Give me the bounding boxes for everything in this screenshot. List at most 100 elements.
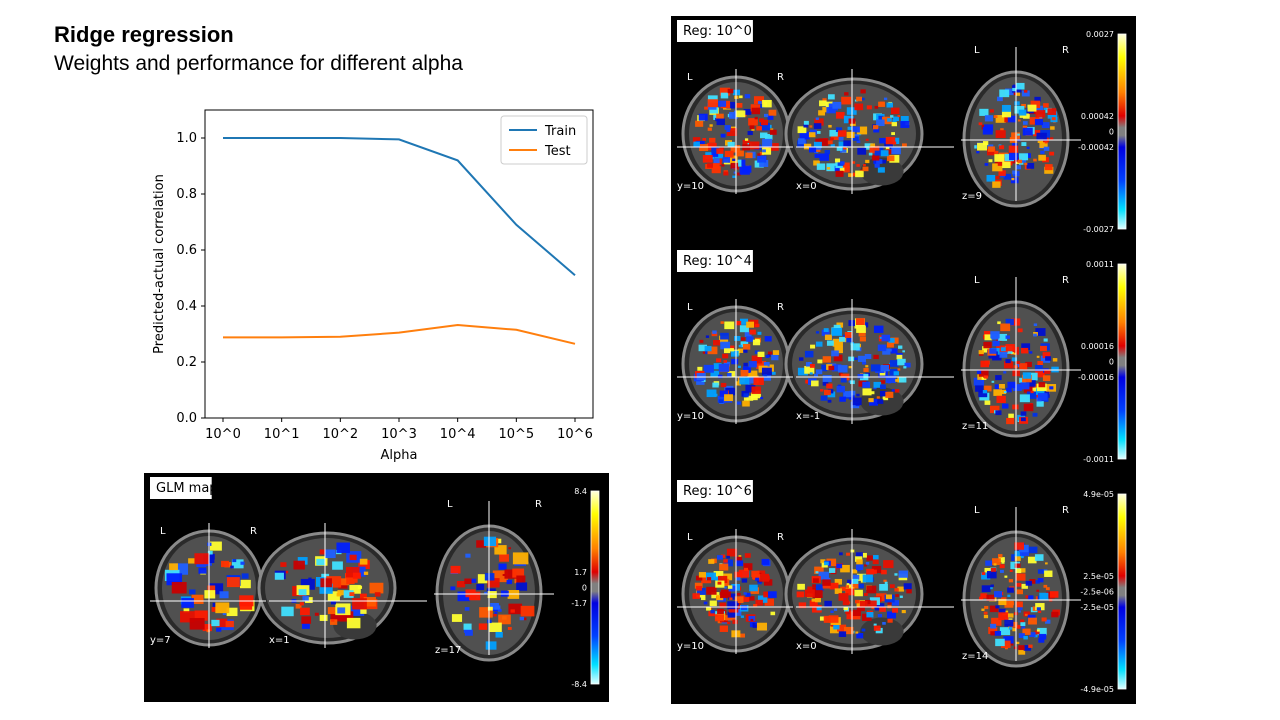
activation-blob (901, 143, 907, 148)
activation-blob (892, 608, 899, 613)
activation-blob (764, 133, 773, 140)
activation-blob (836, 146, 843, 151)
activation-blob (1039, 592, 1049, 600)
activation-blob (985, 560, 993, 566)
activation-blob (1036, 355, 1040, 358)
activation-blob (832, 101, 842, 109)
activation-blob (1006, 417, 1015, 425)
activation-blob (207, 550, 213, 555)
activation-blob (835, 158, 841, 163)
activation-blob (813, 373, 819, 377)
activation-blob (819, 153, 830, 161)
activation-blob (856, 559, 863, 565)
activation-blob (804, 350, 814, 358)
activation-blob (736, 577, 741, 581)
activation-blob (798, 357, 804, 361)
activation-blob (1050, 137, 1054, 140)
activation-blob (897, 115, 901, 118)
activation-blob (1018, 109, 1027, 116)
activation-blob (998, 612, 1009, 621)
activation-blob (756, 361, 767, 369)
activation-blob (1029, 117, 1040, 125)
activation-blob (743, 567, 749, 571)
activation-blob (319, 583, 333, 594)
colorbar-label: 0.0027 (1086, 30, 1114, 39)
activation-blob (1052, 358, 1058, 362)
activation-blob (718, 363, 730, 372)
activation-blob (1020, 382, 1030, 390)
activation-blob (846, 583, 850, 586)
activation-blob (215, 602, 230, 614)
y-tick-label: 1.0 (176, 131, 197, 146)
activation-blob (742, 366, 752, 373)
activation-blob (858, 330, 866, 337)
activation-blob (852, 126, 860, 133)
activation-blob (1036, 607, 1041, 611)
activation-blob (724, 586, 727, 589)
activation-blob (1045, 356, 1051, 361)
colorbar-label: -8.4 (571, 680, 587, 689)
brain-view-set: Reg: 10^6 L R L Ry=10 x=0 z=14 (677, 480, 1081, 668)
activation-blob (451, 614, 463, 622)
activation-blob (1015, 92, 1021, 96)
activation-blob (733, 171, 737, 174)
activation-blob (343, 590, 354, 598)
activation-blob (718, 575, 728, 584)
activation-blob (1022, 127, 1033, 136)
activation-blob (295, 604, 302, 609)
activation-blob (1001, 104, 1011, 112)
activation-blob (762, 99, 772, 108)
activation-blob (798, 138, 806, 145)
activation-blob (708, 611, 715, 617)
map-title: Reg: 10^6 (683, 484, 752, 499)
activation-blob (742, 139, 750, 146)
colorbar-label: 4.9e-05 (1083, 490, 1114, 499)
activation-blob (812, 590, 823, 598)
activation-blob (1032, 412, 1038, 417)
activation-blob (1010, 621, 1018, 628)
activation-blob (484, 573, 495, 581)
activation-blob (855, 318, 865, 325)
activation-blob (988, 626, 998, 634)
activation-blob (1019, 394, 1030, 403)
activation-blob (739, 95, 743, 99)
activation-blob (349, 592, 355, 597)
activation-blob (879, 138, 887, 144)
x-tick-label: 10^2 (322, 427, 358, 442)
activation-blob (856, 140, 861, 144)
activation-blob (314, 612, 319, 616)
brain-view-set: Reg: 10^4 L R L Ry=10 x=-1 z=11 (677, 250, 1081, 438)
activation-blob (714, 614, 725, 622)
activation-blob (1035, 603, 1045, 611)
activation-blob (327, 591, 340, 601)
activation-blob (720, 332, 729, 340)
activation-blob (308, 577, 312, 581)
activation-blob (999, 627, 1011, 636)
activation-blob (1011, 357, 1018, 362)
activation-blob (1034, 630, 1040, 635)
activation-blob (495, 631, 503, 638)
activation-blob (830, 144, 835, 148)
activation-blob (827, 391, 836, 398)
activation-blob (171, 582, 187, 594)
ridge-maps-svg: Reg: 10^0 L R L Ry=10 x=0 z=9 0.0027 0.00042 0 -0.… (677, 20, 1127, 694)
colorbar-label: 8.4 (574, 487, 587, 496)
activation-blob (1015, 568, 1022, 574)
activation-blob (516, 575, 526, 583)
activation-blob (191, 594, 204, 604)
activation-blob (822, 579, 831, 586)
activation-blob (833, 624, 840, 630)
activation-blob (725, 387, 735, 396)
activation-blob (864, 353, 872, 360)
activation-blob (823, 328, 829, 332)
activation-blob (703, 364, 714, 373)
activation-blob (829, 568, 836, 573)
activation-blob (889, 369, 898, 376)
orientation-right: R (777, 532, 784, 543)
activation-blob (805, 379, 811, 384)
activation-blob (1037, 393, 1048, 401)
activation-blob (871, 607, 875, 610)
activation-blob (871, 565, 882, 574)
activation-blob (880, 364, 889, 372)
activation-blob (465, 553, 471, 558)
